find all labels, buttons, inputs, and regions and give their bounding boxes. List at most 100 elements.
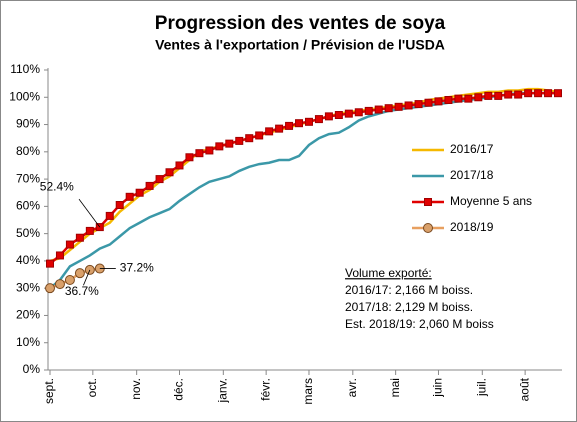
marker bbox=[55, 251, 64, 260]
marker bbox=[64, 275, 75, 285]
marker bbox=[424, 98, 433, 107]
note-line: 2017/18: 2,129 M boiss. bbox=[345, 300, 473, 314]
note-line: 2016/17: 2,166 M boiss. bbox=[345, 283, 473, 297]
marker bbox=[454, 94, 463, 103]
marker bbox=[414, 100, 423, 109]
data-label: 37.2% bbox=[120, 261, 154, 275]
marker bbox=[75, 233, 84, 242]
label-leader bbox=[78, 198, 101, 228]
series-line bbox=[49, 91, 558, 265]
x-tick-label: déc. bbox=[172, 378, 186, 401]
marker bbox=[344, 109, 353, 118]
marker bbox=[334, 111, 343, 119]
marker bbox=[514, 90, 523, 99]
legend-label: 2017/18 bbox=[450, 168, 494, 182]
marker bbox=[364, 106, 373, 115]
y-tick-label: 40% bbox=[16, 253, 40, 267]
marker bbox=[215, 142, 224, 151]
marker bbox=[434, 97, 443, 106]
chart-subtitle: Ventes à l'exportation / Prévision de l'… bbox=[155, 37, 445, 53]
marker bbox=[195, 149, 204, 158]
marker bbox=[115, 201, 124, 209]
marker bbox=[255, 131, 264, 140]
y-tick-label: 0% bbox=[23, 362, 41, 376]
marker bbox=[275, 124, 284, 133]
marker bbox=[175, 161, 184, 170]
marker bbox=[105, 211, 114, 220]
x-tick-label: janv. bbox=[215, 378, 229, 403]
data-label: 52.4% bbox=[40, 179, 74, 193]
marker bbox=[524, 89, 533, 98]
x-tick-label: mai bbox=[388, 378, 402, 397]
marker bbox=[135, 188, 144, 197]
legend-marker bbox=[424, 198, 432, 206]
marker bbox=[394, 102, 403, 111]
x-tick-label: août bbox=[517, 377, 531, 401]
marker bbox=[65, 240, 74, 249]
marker bbox=[265, 127, 274, 136]
x-tick-label: juin bbox=[431, 378, 445, 398]
marker bbox=[554, 89, 562, 98]
marker bbox=[324, 112, 333, 121]
legend-label: 2016/17 bbox=[450, 142, 494, 156]
y-tick-label: 110% bbox=[10, 62, 40, 76]
marker bbox=[165, 168, 174, 177]
y-tick-label: 100% bbox=[9, 89, 40, 103]
x-tick-label: oct. bbox=[85, 378, 99, 397]
marker bbox=[544, 89, 553, 98]
marker bbox=[45, 283, 55, 294]
marker bbox=[304, 117, 313, 126]
y-tick-label: 90% bbox=[16, 117, 40, 131]
marker bbox=[534, 89, 543, 98]
marker bbox=[145, 181, 154, 190]
x-tick-label: févr. bbox=[258, 378, 272, 401]
x-tick-label: juil. bbox=[474, 378, 488, 397]
marker bbox=[46, 259, 54, 268]
y-tick-label: 70% bbox=[16, 171, 40, 185]
marker bbox=[245, 134, 254, 143]
note-box bbox=[340, 264, 540, 336]
marker bbox=[235, 136, 244, 145]
note-line: Est. 2018/19: 2,060 M boiss bbox=[345, 317, 494, 331]
marker bbox=[205, 146, 214, 155]
y-tick-label: 60% bbox=[16, 199, 40, 213]
marker bbox=[225, 139, 234, 148]
label-leader bbox=[83, 269, 91, 286]
legend-label: 2018/19 bbox=[450, 220, 494, 234]
marker bbox=[384, 104, 393, 113]
y-tick-label: 20% bbox=[16, 308, 40, 322]
marker bbox=[54, 279, 65, 290]
marker bbox=[484, 91, 493, 100]
marker bbox=[444, 96, 453, 104]
y-tick-label: 80% bbox=[16, 144, 40, 158]
marker bbox=[374, 105, 383, 114]
marker bbox=[74, 268, 85, 279]
legend-label: Moyenne 5 ans bbox=[450, 194, 532, 208]
x-tick-label: mars bbox=[301, 378, 315, 405]
note-title: Volume exporté: bbox=[345, 266, 432, 280]
x-tick-label: nov. bbox=[129, 378, 143, 400]
marker bbox=[504, 90, 513, 99]
marker bbox=[155, 175, 164, 184]
marker bbox=[125, 192, 134, 201]
marker bbox=[314, 115, 323, 124]
y-tick-label: 30% bbox=[16, 280, 40, 294]
legend-marker bbox=[423, 223, 433, 233]
marker bbox=[464, 94, 473, 103]
chart-title: Progression des ventes de soya bbox=[155, 13, 446, 34]
data-label: 36.7% bbox=[65, 284, 99, 298]
marker bbox=[474, 93, 483, 102]
marker bbox=[285, 121, 294, 130]
marker bbox=[295, 119, 304, 128]
marker bbox=[404, 101, 413, 110]
y-tick-label: 50% bbox=[16, 226, 40, 240]
y-tick-label: 10% bbox=[16, 335, 40, 349]
marker bbox=[354, 108, 363, 117]
series-line bbox=[49, 91, 558, 290]
marker bbox=[494, 91, 503, 100]
marker bbox=[85, 226, 94, 235]
x-tick-label: avr. bbox=[345, 378, 359, 397]
marker bbox=[185, 153, 194, 162]
